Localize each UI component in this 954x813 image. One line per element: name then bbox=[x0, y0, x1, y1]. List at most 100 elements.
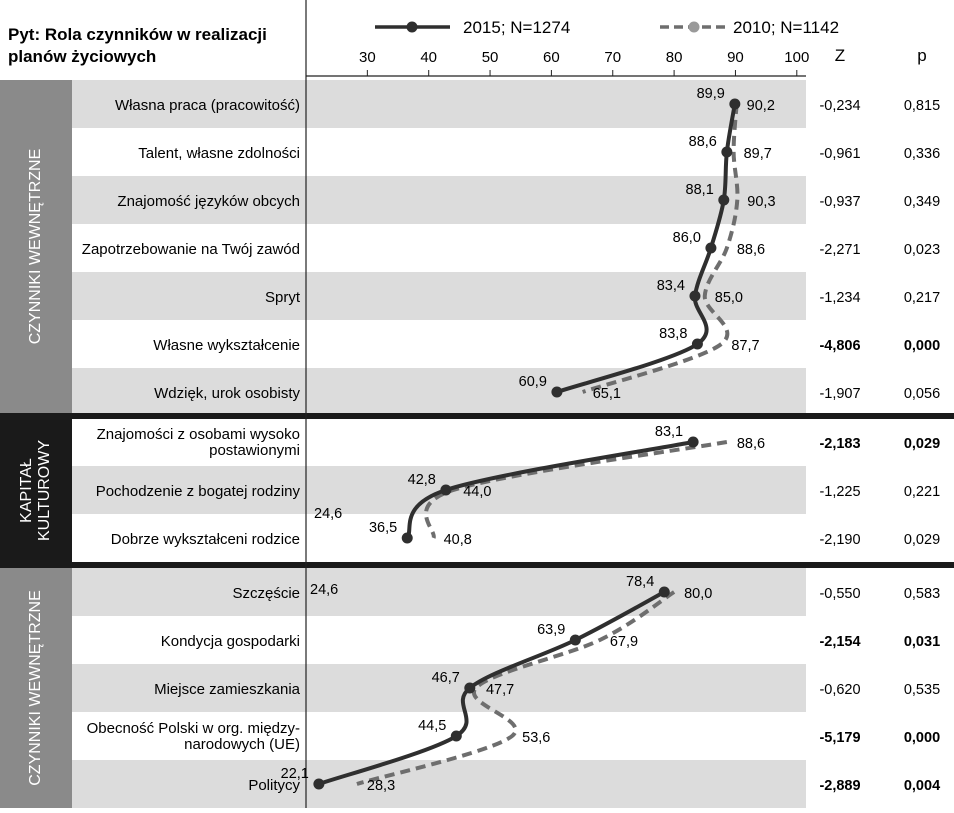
series-2015-point bbox=[687, 436, 699, 448]
series-2015-point bbox=[440, 484, 452, 496]
row-label: Politycy bbox=[248, 777, 300, 794]
z-value: -2,271 bbox=[819, 242, 860, 258]
value-label-2015: 89,9 bbox=[697, 86, 725, 102]
extra-value-label: 24,6 bbox=[314, 506, 342, 522]
p-value: 0,000 bbox=[904, 338, 940, 354]
row-band bbox=[72, 80, 806, 128]
value-label-2010: 53,6 bbox=[522, 730, 550, 746]
legend-2010-marker bbox=[688, 21, 700, 33]
legend-2015-label: 2015; N=1274 bbox=[463, 18, 570, 37]
p-column-header: p bbox=[917, 46, 926, 65]
z-value: -0,937 bbox=[819, 194, 860, 210]
x-tick-label: 90 bbox=[727, 49, 744, 66]
series-2015-point bbox=[464, 682, 476, 694]
x-tick-label: 60 bbox=[543, 49, 560, 66]
row-label: Własne wykształcenie bbox=[153, 337, 300, 354]
series-2015-point bbox=[551, 386, 563, 398]
section-label: CZYNNIKI WEWNĘTRZNE bbox=[27, 590, 44, 786]
row-band bbox=[72, 176, 806, 224]
z-value: -2,190 bbox=[819, 532, 860, 548]
row-label: Zapotrzebowanie na Twój zawód bbox=[82, 241, 300, 258]
x-tick-label: 30 bbox=[359, 49, 376, 66]
value-label-2010: 80,0 bbox=[684, 586, 712, 602]
x-tick-label: 70 bbox=[604, 49, 621, 66]
z-value: -0,234 bbox=[819, 98, 860, 114]
section-separator bbox=[0, 413, 954, 419]
x-tick-label: 50 bbox=[482, 49, 499, 66]
row-label: postawionymi bbox=[209, 442, 300, 459]
value-label-2010: 67,9 bbox=[610, 634, 638, 650]
value-label-2015: 44,5 bbox=[418, 718, 446, 734]
value-label-2015: 63,9 bbox=[537, 622, 565, 638]
z-value: -1,225 bbox=[819, 484, 860, 500]
value-label-2010: 88,6 bbox=[737, 436, 765, 452]
value-label-2010: 40,8 bbox=[444, 532, 472, 548]
row-label: Dobrze wykształceni rodzice bbox=[111, 531, 300, 548]
extra-value-label: 24,6 bbox=[310, 582, 338, 598]
value-label-2010: 90,2 bbox=[747, 98, 775, 114]
value-label-2010: 65,1 bbox=[593, 386, 621, 402]
series-2015-point bbox=[729, 98, 741, 110]
value-label-2010: 88,6 bbox=[737, 242, 765, 258]
section-bar bbox=[0, 80, 72, 413]
p-value: 0,349 bbox=[904, 194, 940, 210]
value-label-2010: 28,3 bbox=[367, 778, 395, 794]
series-2015-point bbox=[705, 242, 717, 254]
row-band bbox=[72, 368, 806, 416]
row-band bbox=[72, 466, 806, 514]
p-value: 0,004 bbox=[904, 778, 940, 794]
p-value: 0,583 bbox=[904, 586, 940, 602]
p-value: 0,000 bbox=[904, 730, 940, 746]
p-value: 0,029 bbox=[904, 532, 940, 548]
value-label-2010: 47,7 bbox=[486, 682, 514, 698]
series-2015-line bbox=[405, 440, 694, 540]
z-value: -0,961 bbox=[819, 146, 860, 162]
p-value: 0,056 bbox=[904, 386, 940, 402]
value-label-2010: 85,0 bbox=[715, 290, 743, 306]
section-label: CZYNNIKI WEWNĘTRZNE bbox=[27, 149, 44, 345]
z-value: -0,550 bbox=[819, 586, 860, 602]
value-label-2015: 88,6 bbox=[689, 134, 717, 150]
row-label: Szczęście bbox=[232, 585, 300, 602]
series-2010-line bbox=[582, 103, 740, 394]
p-value: 0,217 bbox=[904, 290, 940, 306]
value-label-2015: 60,9 bbox=[519, 374, 547, 390]
x-tick-label: 80 bbox=[666, 49, 683, 66]
x-tick-label: 40 bbox=[420, 49, 437, 66]
z-value: -4,806 bbox=[819, 338, 860, 354]
row-label: Wdzięk, urok osobisty bbox=[154, 385, 300, 402]
row-band bbox=[72, 664, 806, 712]
section-bar bbox=[0, 568, 72, 808]
p-value: 0,031 bbox=[904, 634, 940, 650]
value-label-2010: 87,7 bbox=[731, 338, 759, 354]
value-label-2010: 90,3 bbox=[747, 194, 775, 210]
z-value: -2,889 bbox=[819, 778, 860, 794]
series-2010-line bbox=[356, 590, 676, 786]
p-value: 0,023 bbox=[904, 242, 940, 258]
section-separator bbox=[0, 562, 954, 568]
row-label: Własna praca (pracowitość) bbox=[115, 97, 300, 114]
chart-title-line1: Pyt: Rola czynników w realizacji bbox=[8, 25, 267, 44]
series-2015-point bbox=[721, 146, 733, 158]
z-column-header: Z bbox=[835, 46, 845, 65]
series-2015-point bbox=[450, 730, 462, 742]
row-label: Miejsce zamieszkania bbox=[154, 681, 301, 698]
series-2010-line bbox=[424, 440, 728, 539]
row-label: Znajomości z osobami wysoko bbox=[97, 426, 300, 443]
row-label: Talent, własne zdolności bbox=[138, 145, 300, 162]
series-2015-point bbox=[401, 532, 413, 544]
p-value: 0,221 bbox=[904, 484, 940, 500]
section-label: KAPITAŁ bbox=[18, 458, 35, 523]
z-value: -1,234 bbox=[819, 290, 860, 306]
p-value: 0,535 bbox=[904, 682, 940, 698]
row-label: narodowych (UE) bbox=[184, 736, 300, 753]
x-tick-label: 100 bbox=[784, 49, 809, 66]
value-label-2015: 42,8 bbox=[408, 472, 436, 488]
row-label: Kondycja gospodarki bbox=[161, 633, 300, 650]
value-label-2015: 88,1 bbox=[686, 182, 714, 198]
series-2015-point bbox=[718, 194, 730, 206]
legend-2010-label: 2010; N=1142 bbox=[733, 18, 839, 37]
p-value: 0,336 bbox=[904, 146, 940, 162]
value-label-2015: 83,4 bbox=[657, 278, 685, 294]
row-label: Obecność Polski w org. między- bbox=[87, 720, 300, 737]
